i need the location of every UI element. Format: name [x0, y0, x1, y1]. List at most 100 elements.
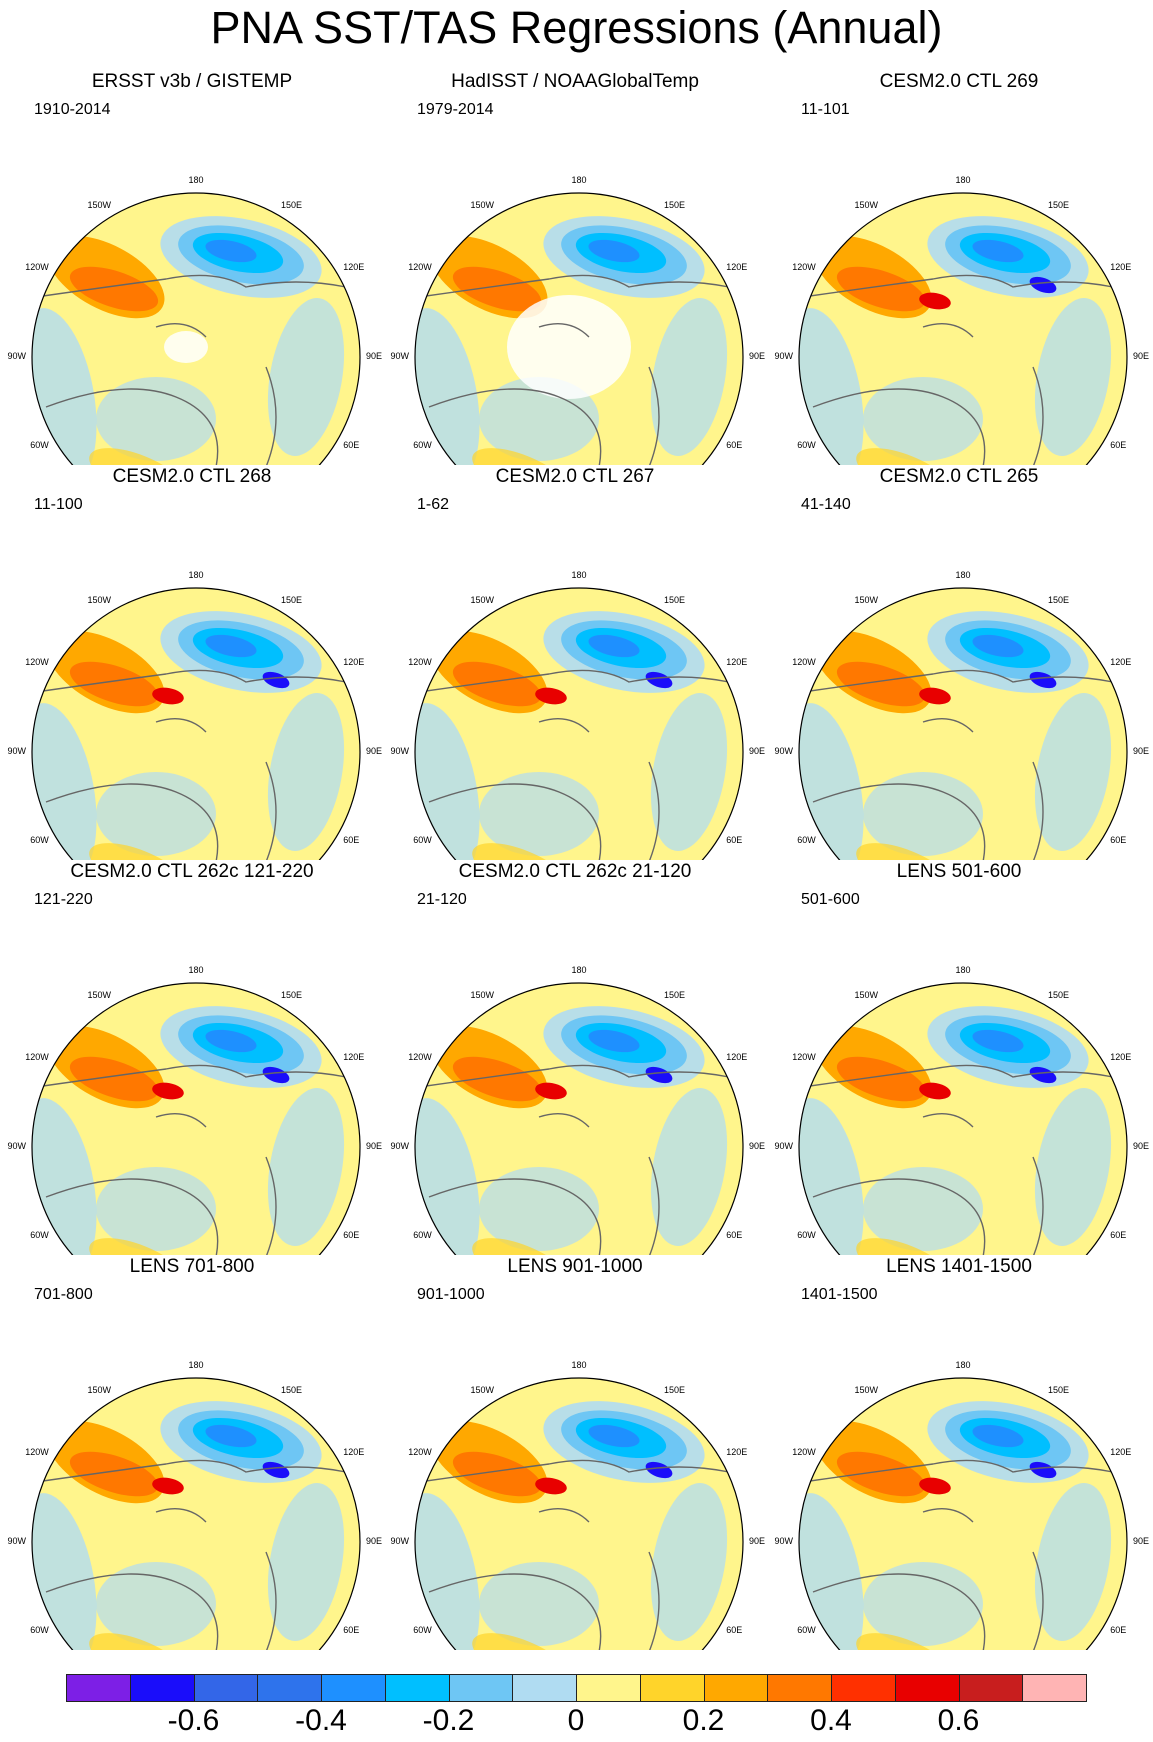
longitude-label: 90W [390, 746, 409, 756]
anomaly-region [588, 1029, 640, 1053]
anomaly-region [479, 772, 599, 856]
polar-map: 1800150W120W90W60W30W150E120E90E60E30E [7, 1360, 382, 1650]
longitude-label: 150W [854, 990, 878, 1000]
longitude-label: 150E [664, 990, 685, 1000]
anomaly-region [472, 448, 570, 465]
panel-title: CESM2.0 CTL 262c 121-220 [70, 861, 314, 882]
coastline [418, 669, 730, 860]
longitude-label: 150E [281, 595, 302, 605]
longitude-label: 150E [664, 595, 685, 605]
colorbar-swatch [894, 1674, 960, 1702]
colorbar-swatch [448, 1674, 514, 1702]
polar-map: 1800150W120W90W60W30W150E120E90E60E30E [774, 965, 1149, 1255]
coastline [35, 1064, 347, 1255]
longitude-label: 180 [955, 175, 970, 185]
longitude-label: 150E [1048, 990, 1069, 1000]
anomaly-region [972, 1424, 1024, 1448]
period-label: 1910-2014 [34, 101, 111, 118]
longitude-label: 150E [1048, 1385, 1069, 1395]
panel-title: CESM2.0 CTL 268 [112, 466, 272, 487]
longitude-label: 90E [1133, 1536, 1149, 1546]
coastline [418, 1064, 730, 1255]
anomaly-region [919, 292, 951, 310]
anomaly-region [205, 239, 257, 263]
anomaly-region [650, 1482, 728, 1642]
longitude-label: 90E [749, 746, 765, 756]
anomaly-region [1029, 276, 1057, 294]
longitude-label: 120E [726, 1447, 747, 1457]
longitude-label: 60W [413, 440, 432, 450]
colorbar-swatch [257, 1674, 322, 1702]
anomaly-region [452, 1056, 542, 1102]
anomaly-region [262, 1461, 290, 1479]
colorbar-tick-label: 0.4 [810, 1704, 852, 1737]
panel-title: LENS 901-1000 [507, 1256, 643, 1277]
longitude-label: 150E [281, 200, 302, 210]
anomaly-region [863, 1167, 983, 1251]
longitude-label: 90W [7, 1141, 26, 1151]
colorbar-swatch [576, 1674, 641, 1702]
anomaly-region [588, 239, 640, 263]
polar-map: 1800150W120W90W60W30W150E120E90E60E30E [7, 570, 382, 860]
coastline [35, 274, 347, 465]
anomaly-region [205, 634, 257, 658]
map-border [31, 192, 361, 465]
period-label: 11-100 [34, 496, 83, 513]
longitude-label: 60W [413, 835, 432, 845]
longitude-label: 150E [664, 200, 685, 210]
longitude-label: 150W [87, 200, 111, 210]
anomaly-region [262, 671, 290, 689]
longitude-label: 60E [726, 835, 742, 845]
period-label: 901-1000 [417, 1286, 485, 1303]
anomaly-region [89, 448, 187, 465]
coastline [802, 274, 1114, 465]
anomaly-region [479, 1562, 599, 1646]
longitude-label: 60E [1110, 835, 1126, 845]
longitude-label: 90E [749, 1536, 765, 1546]
panel-title: CESM2.0 CTL 267 [495, 466, 655, 487]
anomaly-region [650, 1087, 728, 1247]
anomaly-region [588, 1424, 640, 1448]
coastline [802, 669, 1114, 860]
longitude-label: 60E [726, 440, 742, 450]
polar-map: 1800150W120W90W60W30W150E120E90E60E30E [774, 1360, 1149, 1650]
longitude-label: 60E [343, 835, 359, 845]
panel-title: CESM2.0 CTL 262c 21-120 [458, 861, 692, 882]
anomaly-region [972, 634, 1024, 658]
anomaly-region [1034, 692, 1112, 852]
anomaly-region [205, 1424, 257, 1448]
anomaly-region [919, 1082, 951, 1100]
anomaly-region [1029, 1066, 1057, 1084]
longitude-label: 120E [343, 1052, 364, 1062]
anomaly-region [919, 687, 951, 705]
coastline [35, 669, 347, 860]
anomaly-region [152, 1477, 184, 1495]
longitude-label: 90E [749, 1141, 765, 1151]
longitude-label: 150E [1048, 595, 1069, 605]
anomaly-region [472, 843, 570, 860]
map-border [414, 192, 744, 465]
colorbar-swatch [321, 1674, 386, 1702]
longitude-label: 120W [408, 1447, 432, 1457]
missing-data-region [164, 331, 208, 363]
anomaly-region [1029, 1461, 1057, 1479]
map-panel: LENS 701-8001800150W120W90W60W30W150E120… [0, 1255, 384, 1650]
anomaly-region [1034, 1482, 1112, 1642]
longitude-label: 60E [1110, 1625, 1126, 1635]
colorbar-swatch [193, 1674, 259, 1702]
longitude-label: 120W [25, 1447, 49, 1457]
longitude-label: 60W [30, 835, 49, 845]
period-label: 1979-2014 [417, 101, 494, 118]
panel-title: HadISST / NOAAGlobalTemp [451, 71, 699, 92]
longitude-label: 90W [7, 1536, 26, 1546]
anomaly-region [1034, 297, 1112, 457]
colorbar-swatch [1022, 1674, 1087, 1702]
longitude-label: 90E [366, 746, 382, 756]
longitude-label: 150W [470, 595, 494, 605]
map-panel: LENS 901-10001800150W120W90W60W30W150E12… [383, 1255, 767, 1650]
longitude-label: 120W [25, 262, 49, 272]
anomaly-region [863, 377, 983, 461]
anomaly-region [96, 377, 216, 461]
colorbar-tick-label: 0.6 [937, 1704, 980, 1737]
